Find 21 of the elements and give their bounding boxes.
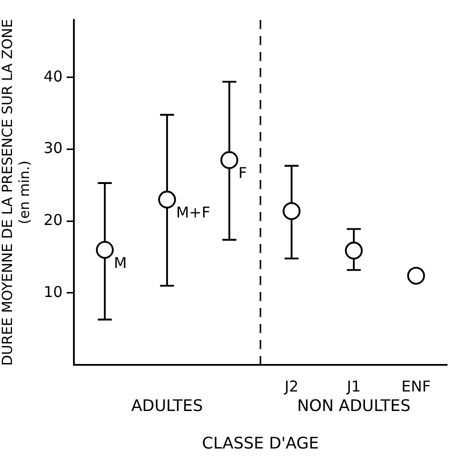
text: DUREE MOYENNE DE LA PRESENCE SUR LA ZONE bbox=[0, 19, 16, 366]
x-tick-label: J2 bbox=[284, 378, 299, 396]
y-tick-label: 10 bbox=[44, 282, 63, 301]
point bbox=[282, 202, 300, 220]
point bbox=[344, 242, 363, 260]
point bbox=[407, 266, 425, 285]
text: ADULTES bbox=[131, 396, 203, 415]
x-tick-label: ENF bbox=[401, 378, 431, 396]
data-label: M+F bbox=[176, 203, 210, 222]
y-tick-label: 40 bbox=[44, 67, 63, 86]
y-tick-label: 30 bbox=[44, 139, 63, 158]
text: NON ADULTES bbox=[297, 396, 410, 415]
y-tick-label: 20 bbox=[44, 211, 63, 230]
x-tick-label: J1 bbox=[346, 378, 361, 396]
x-axis-title: CLASSE D'AGE bbox=[202, 434, 319, 453]
point bbox=[96, 240, 114, 259]
point bbox=[220, 151, 238, 169]
data-label: M bbox=[114, 254, 127, 272]
text: (en min.) bbox=[16, 160, 33, 224]
point bbox=[158, 190, 176, 208]
data-label: F bbox=[238, 164, 247, 182]
